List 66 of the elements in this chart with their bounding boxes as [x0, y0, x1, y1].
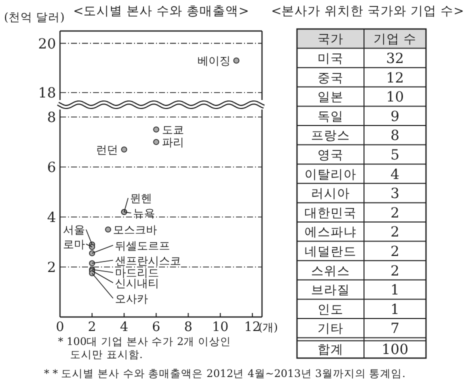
y-tick-label: 8	[47, 110, 56, 126]
x-tick-label: 8	[184, 320, 192, 335]
category-label: 중국	[318, 70, 344, 85]
data-label: 12	[386, 70, 404, 86]
annotation: 도쿄	[162, 124, 184, 136]
x-tick-label: 2	[88, 320, 96, 335]
category-label: 러시아	[311, 186, 350, 201]
annotation: 뒤셀도르프	[115, 239, 170, 252]
annotation: 베이징	[197, 54, 230, 68]
data-label: 2	[390, 205, 400, 222]
annotation: 로마	[63, 238, 86, 251]
annotation: 뉴욕	[133, 207, 156, 220]
x-tick-label: 6	[152, 320, 160, 335]
annotation: 런던	[96, 144, 118, 156]
x-tick-label: 10	[212, 320, 229, 335]
data-label: 2	[390, 244, 400, 260]
category-label: 인도	[318, 301, 344, 316]
data-label: 7	[390, 321, 400, 338]
data-label: 5	[390, 147, 400, 164]
category-label: 프랑스	[311, 128, 350, 143]
x-tick-label: 12	[244, 320, 261, 335]
category-label: 네덜란드	[304, 243, 356, 258]
chart-title: <도시별 본사 수와 총매출액>	[73, 3, 249, 18]
y-tick-label: 2	[47, 260, 56, 276]
data-label: 32	[386, 50, 404, 67]
y-tick-label: 6	[47, 160, 56, 176]
data-label: 1	[390, 302, 400, 318]
category-label: 스위스	[311, 262, 350, 278]
x-tick-label: 4	[120, 320, 128, 335]
category-label: 에스파냐	[304, 224, 356, 240]
category-label: 미국	[318, 50, 344, 66]
category-label: 이탈리아	[304, 166, 356, 182]
x-tick-label: 0	[56, 320, 64, 335]
annotation: 서울	[63, 224, 86, 236]
annotation: 샌프란시스코	[115, 254, 182, 268]
y-tick-label: 18	[38, 86, 56, 102]
category-label: 독일	[318, 108, 344, 124]
text: * * 도시별 본사 수와 총매출액은 2012년 4월~2013년 3월까지의 통계임.	[44, 368, 406, 380]
data-label: 1	[390, 282, 400, 299]
x-axis-title: (개)	[258, 321, 278, 334]
data-label: 4	[390, 166, 400, 183]
text: <본사가 위치한 국가와 기업 수>	[271, 3, 464, 18]
text: * 100대 기업 본사 수가 2개 이상인 도시만 표시함.	[58, 336, 231, 361]
text: 국가	[318, 31, 344, 46]
category-label: 브라질	[311, 282, 350, 298]
data-label: 2	[390, 263, 400, 280]
data-label: 8	[390, 128, 400, 144]
data-label: 2	[390, 224, 400, 241]
data-label: 10	[386, 90, 404, 106]
category-label: 대한민국	[304, 204, 356, 220]
text: 100	[382, 342, 408, 358]
annotation: 모스크바	[113, 224, 158, 236]
category-label: 영국	[318, 146, 344, 162]
y-axis-title: (천억 달러)	[4, 10, 65, 24]
annotation: 마드리드	[115, 266, 160, 280]
data-label: 3	[390, 186, 400, 202]
text: 기업 수	[374, 31, 416, 46]
y-tick-label: 20	[38, 36, 56, 52]
data-label: 9	[390, 108, 400, 125]
y-tick-label: 4	[47, 210, 56, 226]
annotation: 파리	[162, 136, 184, 149]
category-label: 일본	[318, 89, 344, 104]
category-label: 기타	[318, 320, 344, 336]
annotation: 뮌헨	[130, 192, 152, 205]
text: 합계	[318, 341, 344, 356]
annotation: 오사카	[115, 292, 148, 306]
